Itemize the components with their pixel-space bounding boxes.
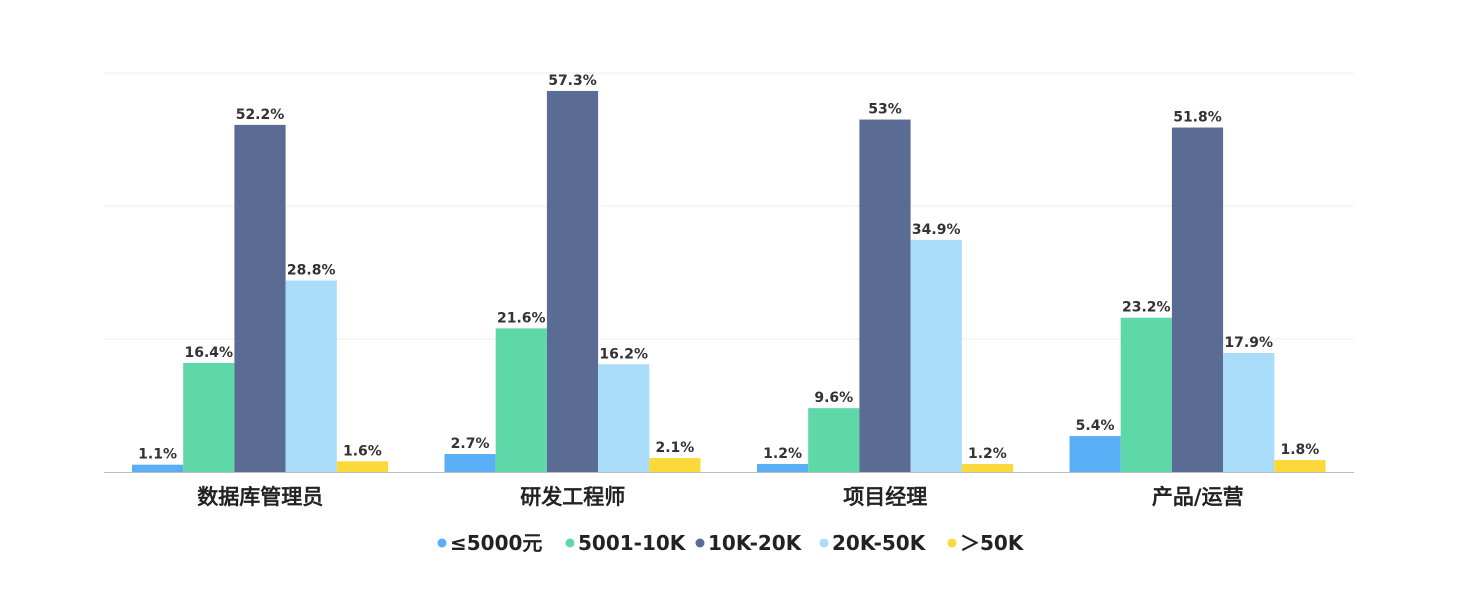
value-label-3-2: 9.6% — [814, 390, 853, 406]
category-labels: 数据库管理员 研发工程师 项目经理 产品/运营 — [197, 485, 1243, 509]
bar-3-1[interactable] — [757, 464, 809, 472]
bar-3-4[interactable] — [910, 239, 962, 472]
category-label-2: 研发工程师 — [520, 485, 625, 509]
bar-2-4[interactable] — [598, 364, 650, 472]
bars — [132, 90, 1326, 473]
legend-label-4: 20K-50K — [832, 531, 927, 555]
value-label-3-1: 1.2% — [763, 446, 802, 462]
value-label-3-4: 34.9% — [912, 222, 961, 238]
bar-1-3[interactable] — [234, 124, 286, 473]
legend-marker-2 — [565, 538, 575, 548]
legend-item-2[interactable]: 5001-10K — [565, 531, 687, 555]
value-label-2-2: 21.6% — [497, 310, 546, 326]
bar-4-2[interactable] — [1120, 317, 1172, 472]
legend-label-1: ≤5000元 — [450, 531, 542, 555]
value-label-2-1: 2.7% — [451, 436, 490, 452]
legend-marker-1 — [437, 538, 447, 548]
bar-3-2[interactable] — [808, 408, 860, 472]
category-label-3: 项目经理 — [843, 485, 927, 509]
bar-2-5[interactable] — [649, 458, 701, 472]
legend-label-5: ＞50K — [960, 531, 1025, 555]
bar-4-5[interactable] — [1274, 460, 1326, 472]
legend-marker-3 — [695, 538, 705, 548]
value-label-4-4: 17.9% — [1224, 335, 1273, 351]
bar-3-5[interactable] — [961, 464, 1013, 472]
bar-2-1[interactable] — [444, 454, 496, 472]
value-label-3-5: 1.2% — [968, 446, 1007, 462]
value-label-4-2: 23.2% — [1122, 300, 1171, 316]
value-label-1-5: 1.6% — [343, 443, 382, 459]
legend-item-4[interactable]: 20K-50K — [819, 531, 927, 555]
bar-3-3[interactable] — [859, 119, 911, 473]
value-label-2-5: 2.1% — [655, 440, 694, 456]
legend-marker-5 — [947, 538, 957, 548]
bar-1-5[interactable] — [336, 461, 388, 472]
category-label-1: 数据库管理员 — [197, 485, 323, 509]
bar-4-3[interactable] — [1171, 127, 1224, 472]
legend-label-2: 5001-10K — [578, 531, 687, 555]
legend-label-3: 10K-20K — [708, 531, 803, 555]
bar-4-1[interactable] — [1069, 436, 1121, 472]
bar-4-4[interactable] — [1223, 352, 1275, 472]
legend-item-5[interactable]: ＞50K — [947, 531, 1025, 555]
value-label-2-4: 16.2% — [599, 346, 648, 362]
category-label-4: 产品/运营 — [1152, 485, 1244, 509]
bar-2-2[interactable] — [495, 328, 547, 472]
value-label-1-1: 1.1% — [138, 447, 177, 463]
legend[interactable]: ≤5000元 5001-10K 10K-20K 20K-50K ＞50K — [437, 531, 1025, 555]
legend-item-1[interactable]: ≤5000元 — [437, 531, 543, 555]
value-label-1-4: 28.8% — [287, 262, 336, 278]
value-label-1-3: 52.2% — [236, 107, 285, 123]
value-labels: 1.1% 16.4% 52.2% 28.8% 1.6% 2.7% 21.6% 57.3% 16.… — [138, 73, 1319, 463]
value-label-4-3: 51.8% — [1173, 110, 1222, 126]
value-label-3-3: 53% — [868, 102, 902, 118]
value-label-1-2: 16.4% — [185, 345, 234, 361]
legend-marker-4 — [819, 538, 829, 548]
bar-2-3[interactable] — [546, 90, 599, 472]
bar-1-1[interactable] — [132, 464, 184, 472]
value-label-4-1: 5.4% — [1076, 418, 1115, 434]
value-label-2-3: 57.3% — [548, 73, 597, 89]
bar-1-4[interactable] — [285, 280, 337, 472]
value-label-4-5: 1.8% — [1280, 442, 1319, 458]
legend-item-3[interactable]: 10K-20K — [695, 531, 803, 555]
bar-1-2[interactable] — [183, 362, 235, 472]
